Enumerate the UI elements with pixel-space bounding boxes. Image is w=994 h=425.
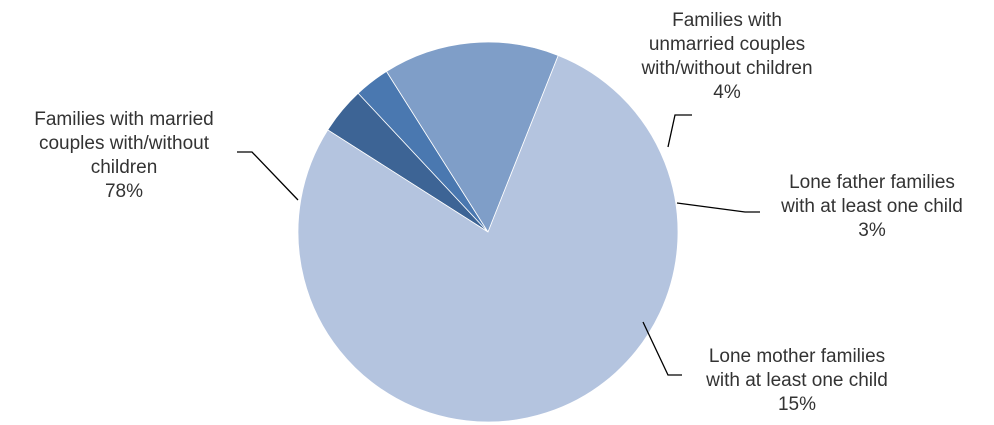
leader-line-1 [667,114,692,148]
leader-line-2 [676,202,760,213]
slice-name-line: Families with [672,10,782,31]
slice-name-line: Lone mother families [709,346,885,367]
slice-value-label: 3% [858,220,886,241]
slice-value-label: 4% [713,82,741,103]
slice-label-3: Lone mother families with at least one ch… [705,346,888,415]
leader-line-3 [642,321,682,376]
slice-name-line: Lone father families [789,172,955,193]
leader-line-4 [237,151,299,201]
slice-name-line: couples with/without [39,133,210,154]
slice-name-line: with at least one child [705,370,888,391]
leader-lines [237,114,760,376]
slice-value-label: 15% [778,394,816,415]
pie-slice-4 [297,54,679,423]
slice-labels: Families with unmarried couples with/witho… [34,10,963,415]
slice-name-line: children [91,157,158,178]
slice-name-line: with at least one child [780,196,963,217]
pie-slice-3 [385,41,559,233]
slice-name-line: Families with married [34,109,213,130]
slice-name-line: with/without children [640,58,812,79]
slice-value-label: 78% [105,181,143,202]
slice-label-1: Families with unmarried couples with/witho… [640,10,812,103]
slice-label-4: Families with married couples with/withou… [34,109,213,202]
slice-name-line: unmarried couples [649,34,805,55]
pie-slices [297,41,679,423]
slice-label-2: Lone father families with at least one ch… [780,172,963,241]
